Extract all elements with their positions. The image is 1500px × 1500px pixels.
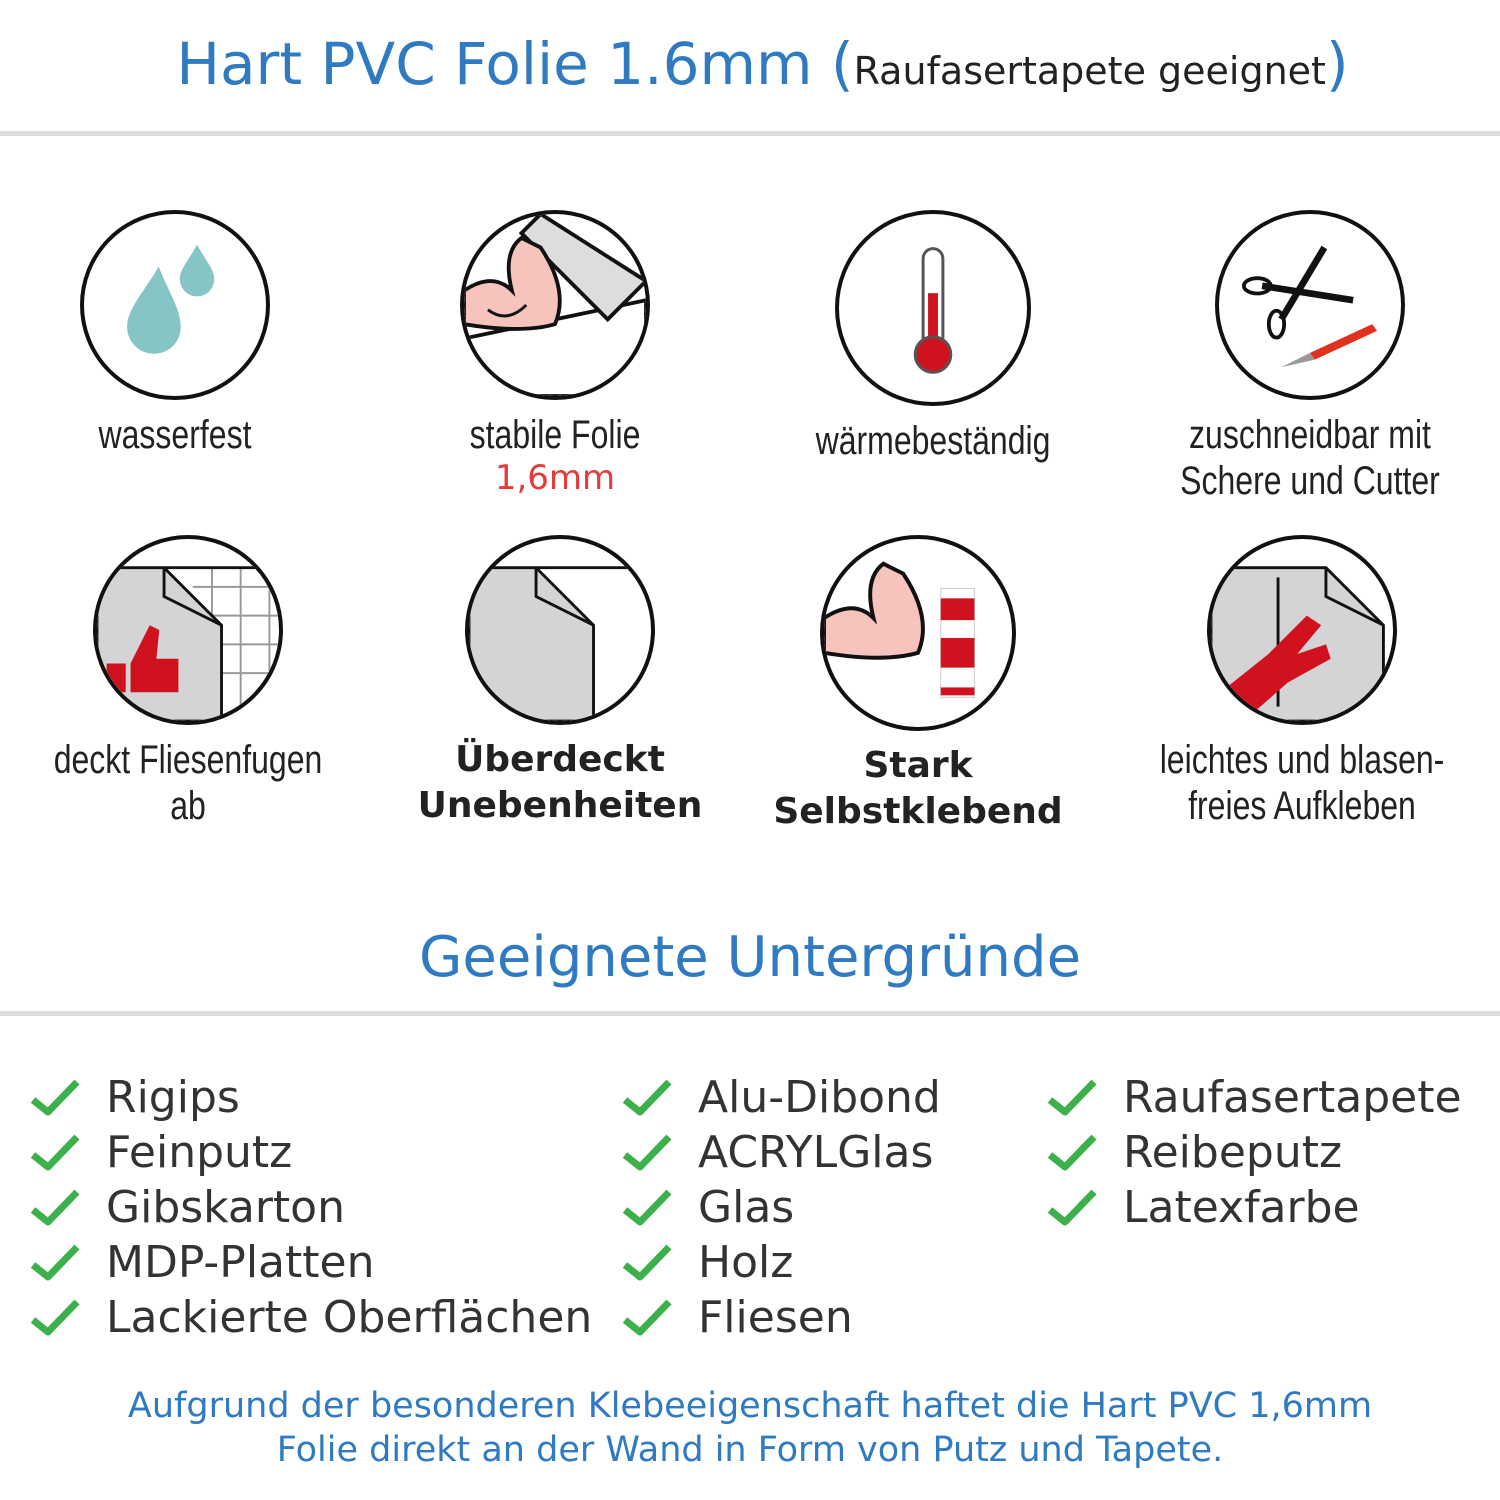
- footer-note: Aufgrund der besonderen Klebeeigenschaft…: [0, 1384, 1500, 1472]
- feature-label: Überdeckt: [455, 739, 665, 780]
- surfaces-column-2: Alu-Dibond ACRYLGlas Glas Holz Fliesen: [622, 1070, 941, 1345]
- list-item-label: Lackierte Oberflächen: [106, 1292, 593, 1343]
- foil-corner-icon: [465, 535, 655, 725]
- surfaces-column-3: Raufasertapete Reibeputz Latexfarbe: [1047, 1070, 1462, 1235]
- page-title: Hart PVC Folie 1.6mm (Raufasertapete gee…: [176, 30, 1349, 98]
- divider: [0, 1011, 1500, 1016]
- section-title: Geeignete Untergründe: [418, 925, 1082, 990]
- feature-label: zuschneidbar mit: [1189, 413, 1431, 457]
- feature-cuttable: zuschneidbar mit Schere und Cutter: [1130, 210, 1490, 504]
- list-item: Fliesen: [622, 1290, 941, 1345]
- feature-label: stabile Folie: [469, 413, 641, 457]
- feature-label: deckt Fliesenfugen ab: [53, 738, 323, 828]
- list-item: ACRYLGlas: [622, 1125, 941, 1180]
- list-item-label: Holz: [698, 1237, 794, 1288]
- list-item: Latexfarbe: [1047, 1180, 1462, 1235]
- feature-label: Stark: [863, 745, 973, 786]
- list-item-label: Fliesen: [698, 1292, 853, 1343]
- list-item-label: Alu-Dibond: [698, 1072, 941, 1123]
- list-item-label: ACRYLGlas: [698, 1127, 934, 1178]
- check-icon: [622, 1079, 672, 1115]
- hand-smoothing-icon: [1207, 535, 1397, 725]
- feature-heat-resistant: wärmebeständig: [753, 210, 1113, 464]
- scissors-cutter-icon: [1215, 210, 1405, 400]
- feature-label: Unebenheiten: [417, 785, 703, 826]
- list-item-label: Gibskarton: [106, 1182, 345, 1233]
- strong-arm-glue-icon: [820, 535, 1016, 731]
- check-icon: [1047, 1134, 1097, 1170]
- feature-waterproof: wasserfest: [0, 210, 355, 458]
- check-icon: [30, 1299, 80, 1335]
- check-icon: [622, 1299, 672, 1335]
- list-item: Rigips: [30, 1070, 592, 1125]
- feature-label: Selbstklebend: [773, 791, 1063, 832]
- feature-label: leichtes und blasen-: [1159, 738, 1445, 782]
- title-main: Hart PVC Folie 1.6mm: [176, 30, 813, 98]
- check-icon: [1047, 1079, 1097, 1115]
- water-drops-icon: [80, 210, 270, 400]
- feature-easy-application: leichtes und blasen- freies Aufkleben: [1122, 535, 1482, 829]
- footer-line: Folie direkt an der Wand in Form von Put…: [276, 1430, 1224, 1470]
- check-icon: [30, 1079, 80, 1115]
- thumbs-up-tiles-icon: [93, 535, 283, 725]
- footer-line: Aufgrund der besonderen Klebeeigenschaft…: [127, 1386, 1373, 1426]
- feature-label: wärmebeständig: [815, 419, 1051, 463]
- check-icon: [30, 1244, 80, 1280]
- list-item: Glas: [622, 1180, 941, 1235]
- feature-strong-adhesive: Stark Selbstklebend: [738, 535, 1098, 835]
- feature-stable-foil: stabile Folie 1,6mm: [375, 210, 735, 498]
- feature-label: wasserfest: [98, 413, 252, 457]
- feature-label: Schere und Cutter: [1180, 459, 1440, 503]
- feature-covers-joints: deckt Fliesenfugen ab: [8, 535, 368, 829]
- check-icon: [30, 1134, 80, 1170]
- list-item: Reibeputz: [1047, 1125, 1462, 1180]
- check-icon: [622, 1189, 672, 1225]
- list-item-label: Raufasertapete: [1123, 1072, 1462, 1123]
- check-icon: [622, 1134, 672, 1170]
- list-item: Alu-Dibond: [622, 1070, 941, 1125]
- check-icon: [30, 1189, 80, 1225]
- list-item: Gibskarton: [30, 1180, 592, 1235]
- list-item-label: Glas: [698, 1182, 795, 1233]
- feature-covers-unevenness: Überdeckt Unebenheiten: [380, 535, 740, 829]
- list-item: MDP-Platten: [30, 1235, 592, 1290]
- list-item-label: Latexfarbe: [1123, 1182, 1360, 1233]
- strong-arm-foil-icon: [460, 210, 650, 400]
- list-item: Raufasertapete: [1047, 1070, 1462, 1125]
- list-item: Lackierte Oberflächen: [30, 1290, 592, 1345]
- list-item-label: MDP-Platten: [106, 1237, 375, 1288]
- title-subtitle: Raufasertapete geeignet: [853, 49, 1326, 93]
- feature-label: freies Aufkleben: [1188, 784, 1416, 828]
- list-item: Holz: [622, 1235, 941, 1290]
- list-item: Feinputz: [30, 1125, 592, 1180]
- check-icon: [622, 1244, 672, 1280]
- thermometer-icon: [835, 210, 1031, 406]
- list-item-label: Rigips: [106, 1072, 240, 1123]
- surfaces-column-1: Rigips Feinputz Gibskarton MDP-Platten Lacki…: [30, 1070, 592, 1345]
- divider: [0, 131, 1500, 136]
- check-icon: [1047, 1189, 1097, 1225]
- list-item-label: Reibeputz: [1123, 1127, 1343, 1178]
- feature-sublabel: 1,6mm: [494, 458, 616, 498]
- list-item-label: Feinputz: [106, 1127, 293, 1178]
